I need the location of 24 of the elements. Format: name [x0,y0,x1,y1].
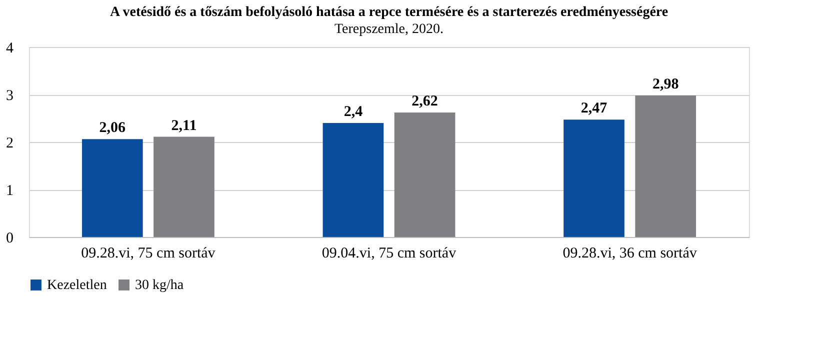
data-label: 2,4 [344,104,364,120]
y-tick-label: 2 [6,136,14,152]
data-label: 2,06 [99,120,126,136]
y-tick-label: 1 [6,183,14,199]
bar [394,112,456,237]
bar [564,120,624,237]
data-label: 2,62 [412,94,438,110]
data-label: 2,11 [171,118,197,134]
bar [154,136,214,237]
y-tick-label: 3 [6,88,14,104]
legend-label: Kezeletlen [47,278,107,293]
data-label: 2,47 [580,100,608,117]
data-label: 2,98 [652,76,679,92]
chart-subtitle: Terepszemle, 2020. [334,22,444,37]
x-tick-label: 09.04.vi, 75 cm sortáv [322,246,457,262]
y-tick-label: 4 [6,40,14,56]
y-tick-label: 0 [6,230,14,246]
x-tick-label: 09.28.vi, 75 cm sortáv [81,246,216,262]
legend-label: 30 kg/ha [135,278,184,293]
bar [82,139,143,237]
bar [322,123,384,237]
bar [635,95,696,237]
x-tick-label: 09.28.vi, 36 cm sortáv [562,246,698,262]
chart-title: A vetésidő és a tőszám befolyásoló hatása a repce termésére és a starterezés eredményességére [110,5,668,20]
